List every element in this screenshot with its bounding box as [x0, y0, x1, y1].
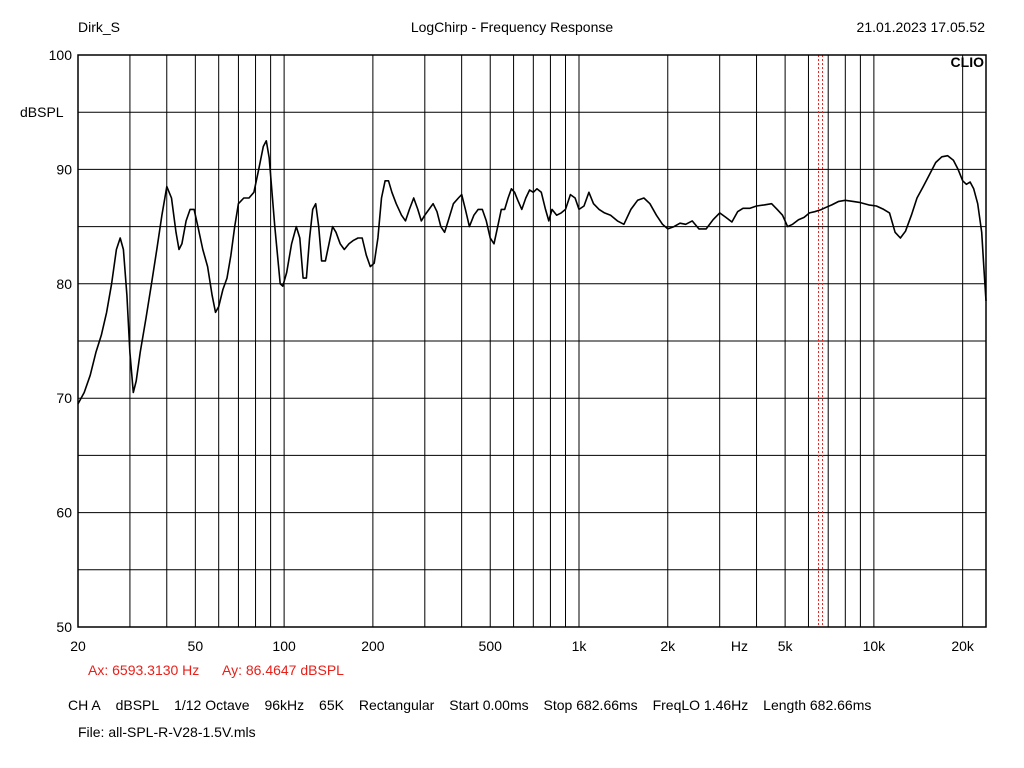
info-smoothing: 1/12 Octave: [174, 697, 250, 713]
x-tick-label: 2k: [660, 638, 676, 654]
clio-logo: CLIO: [951, 54, 985, 70]
y-tick-label: 100: [49, 47, 73, 63]
y-tick-label: 90: [56, 161, 72, 177]
x-tick-label: 500: [479, 638, 503, 654]
header-user: Dirk_S: [78, 19, 121, 35]
x-tick-label: 5k: [778, 638, 794, 654]
x-axis-unit-label: Hz: [731, 638, 748, 654]
info-unit: dBSPL: [115, 697, 160, 713]
info-length: Length 682.66ms: [763, 697, 872, 713]
cursor-y-readout: Ay: 86.4647 dBSPL: [222, 662, 344, 678]
file-name: File: all-SPL-R-V28-1.5V.mls: [78, 724, 256, 740]
info-start: Start 0.00ms: [449, 697, 529, 713]
frequency-response-chart[interactable]: 50 60 70 80 90 100 dBSPL 20 50 100 200 500 1k 2k 5k 10k…: [0, 0, 1024, 660]
info-window: Rectangular: [358, 697, 435, 713]
y-tick-label: 80: [56, 276, 72, 292]
frequency-response-line: [77, 140, 987, 405]
y-tick-label: 60: [56, 505, 72, 521]
cursor-x-readout: Ax: 6593.3130 Hz: [88, 662, 200, 678]
x-tick-label: 50: [188, 638, 204, 654]
plot-frame: [77, 54, 987, 628]
x-tick-label: 20k: [951, 638, 975, 654]
x-tick-label: 20: [70, 638, 86, 654]
x-tick-label: 200: [361, 638, 385, 654]
header-datetime: 21.01.2023 17.05.52: [856, 19, 985, 35]
chart-title: LogChirp - Frequency Response: [410, 19, 614, 35]
x-tick-label: 10k: [863, 638, 887, 654]
info-stop: Stop 682.66ms: [543, 697, 638, 713]
info-rate: 96kHz: [264, 697, 305, 713]
info-channel: CH A: [68, 697, 101, 713]
x-tick-label: 1k: [572, 638, 588, 654]
y-tick-label: 50: [56, 619, 72, 635]
info-size: 65K: [319, 697, 344, 713]
measurement-info-row: CH A dBSPL 1/12 Octave 96kHz 65K Rectang…: [68, 697, 882, 713]
x-tick-label: 100: [272, 638, 296, 654]
y-axis-label: dBSPL: [20, 104, 64, 120]
y-tick-label: 70: [56, 390, 72, 406]
info-freqlo: FreqLO 1.46Hz: [652, 697, 749, 713]
